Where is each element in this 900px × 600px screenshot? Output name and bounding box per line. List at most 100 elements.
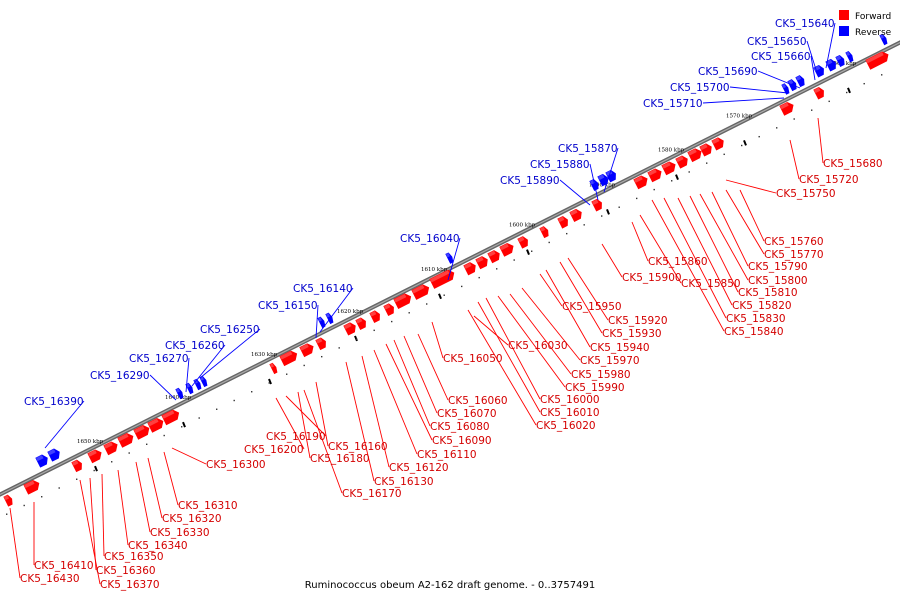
forward-gene[interactable] bbox=[315, 337, 328, 351]
gene-label[interactable]: CK5_15880 bbox=[530, 159, 590, 171]
forward-gene[interactable] bbox=[161, 408, 181, 426]
forward-gene[interactable] bbox=[661, 160, 677, 176]
gene-label[interactable]: CK5_16080 bbox=[430, 421, 490, 433]
reverse-gene[interactable] bbox=[317, 316, 326, 329]
gene-label[interactable]: CK5_16030 bbox=[508, 340, 568, 352]
forward-gene[interactable] bbox=[279, 349, 299, 367]
forward-gene[interactable] bbox=[517, 235, 530, 249]
gene-label[interactable]: CK5_16350 bbox=[104, 551, 164, 563]
gene-label[interactable]: CK5_16200 bbox=[244, 444, 304, 456]
gene-label[interactable]: CK5_16120 bbox=[389, 462, 449, 474]
gene-label[interactable]: CK5_15800 bbox=[748, 275, 808, 287]
forward-gene[interactable] bbox=[383, 303, 396, 316]
forward-gene[interactable] bbox=[591, 198, 604, 212]
forward-gene[interactable] bbox=[269, 362, 278, 375]
gene-label[interactable]: CK5_16250 bbox=[200, 324, 260, 336]
forward-gene[interactable] bbox=[675, 155, 689, 169]
gene-label[interactable]: CK5_16130 bbox=[374, 476, 434, 488]
forward-gene[interactable] bbox=[355, 317, 368, 331]
forward-gene[interactable] bbox=[687, 147, 703, 163]
forward-gene[interactable] bbox=[475, 255, 489, 270]
gene-label[interactable]: CK5_15890 bbox=[500, 175, 560, 187]
gene-label[interactable]: CK5_15820 bbox=[732, 300, 792, 312]
gene-label[interactable]: CK5_15700 bbox=[670, 82, 730, 94]
gene-label[interactable]: CK5_15720 bbox=[799, 174, 859, 186]
forward-gene[interactable] bbox=[429, 268, 456, 289]
forward-gene[interactable] bbox=[487, 249, 501, 264]
forward-gene[interactable] bbox=[87, 448, 103, 464]
forward-gene[interactable] bbox=[3, 494, 14, 507]
forward-gene[interactable] bbox=[369, 310, 382, 324]
reverse-gene[interactable] bbox=[175, 387, 184, 400]
forward-gene[interactable] bbox=[299, 342, 315, 358]
gene-label[interactable]: CK5_16410 bbox=[34, 560, 94, 572]
reverse-gene[interactable] bbox=[35, 454, 49, 468]
gene-label[interactable]: CK5_15770 bbox=[764, 249, 824, 261]
forward-gene[interactable] bbox=[569, 208, 583, 223]
gene-label[interactable]: CK5_15830 bbox=[726, 313, 786, 325]
forward-gene[interactable] bbox=[23, 479, 41, 495]
gene-label[interactable]: CK5_16370 bbox=[100, 579, 160, 591]
gene-label[interactable]: CK5_16340 bbox=[128, 540, 188, 552]
forward-gene[interactable] bbox=[103, 440, 119, 456]
forward-gene[interactable] bbox=[411, 283, 431, 300]
reverse-gene[interactable] bbox=[445, 252, 454, 264]
forward-gene[interactable] bbox=[117, 432, 135, 448]
gene-label[interactable]: CK5_16140 bbox=[293, 283, 353, 295]
gene-label[interactable]: CK5_16070 bbox=[437, 408, 497, 420]
forward-gene[interactable] bbox=[865, 50, 890, 70]
gene-label[interactable]: CK5_15870 bbox=[558, 143, 618, 155]
gene-label[interactable]: CK5_16430 bbox=[20, 573, 80, 585]
forward-gene[interactable] bbox=[147, 417, 165, 433]
gene-label[interactable]: CK5_15790 bbox=[748, 261, 808, 273]
gene-label[interactable]: CK5_15760 bbox=[764, 236, 824, 248]
gene-label[interactable]: CK5_16300 bbox=[206, 459, 266, 471]
forward-gene[interactable] bbox=[711, 136, 725, 151]
gene-label[interactable]: CK5_16010 bbox=[540, 407, 600, 419]
gene-label[interactable]: CK5_16050 bbox=[443, 353, 503, 365]
gene-label[interactable]: CK5_16180 bbox=[310, 453, 370, 465]
gene-label[interactable]: CK5_15640 bbox=[775, 18, 835, 30]
gene-label[interactable]: CK5_15950 bbox=[562, 301, 622, 313]
reverse-gene[interactable] bbox=[47, 448, 61, 462]
forward-gene[interactable] bbox=[699, 142, 713, 157]
gene-label[interactable]: CK5_15850 bbox=[681, 278, 741, 290]
gene-label[interactable]: CK5_16290 bbox=[90, 370, 150, 382]
forward-gene[interactable] bbox=[133, 424, 151, 440]
gene-label[interactable]: CK5_16000 bbox=[540, 394, 600, 406]
gene-label[interactable]: CK5_16260 bbox=[165, 340, 225, 352]
gene-label[interactable]: CK5_15990 bbox=[565, 382, 625, 394]
forward-gene[interactable] bbox=[779, 101, 795, 116]
forward-gene[interactable] bbox=[633, 174, 649, 190]
gene-label[interactable]: CK5_15940 bbox=[590, 342, 650, 354]
gene-label[interactable]: CK5_16360 bbox=[96, 565, 156, 577]
gene-label[interactable]: CK5_16330 bbox=[150, 527, 210, 539]
reverse-gene[interactable] bbox=[325, 312, 334, 325]
forward-gene[interactable] bbox=[647, 167, 663, 183]
reverse-gene[interactable] bbox=[795, 75, 806, 88]
gene-label[interactable]: CK5_15810 bbox=[738, 287, 798, 299]
gene-label[interactable]: CK5_16020 bbox=[536, 420, 596, 432]
reverse-gene[interactable] bbox=[845, 50, 854, 63]
forward-gene[interactable] bbox=[813, 86, 826, 100]
gene-label[interactable]: CK5_16320 bbox=[162, 513, 222, 525]
gene-label[interactable]: CK5_16160 bbox=[328, 441, 388, 453]
gene-label[interactable]: CK5_15900 bbox=[622, 272, 682, 284]
gene-label[interactable]: CK5_16390 bbox=[24, 396, 84, 408]
gene-label[interactable]: CK5_16150 bbox=[258, 300, 318, 312]
gene-label[interactable]: CK5_15920 bbox=[608, 315, 668, 327]
forward-gene[interactable] bbox=[557, 215, 570, 229]
reverse-gene[interactable] bbox=[835, 54, 846, 67]
gene-label[interactable]: CK5_15710 bbox=[643, 98, 703, 110]
gene-label[interactable]: CK5_15980 bbox=[571, 369, 631, 381]
gene-label[interactable]: CK5_15840 bbox=[724, 326, 784, 338]
reverse-gene[interactable] bbox=[879, 33, 888, 46]
reverse-gene[interactable] bbox=[825, 58, 838, 72]
gene-label[interactable]: CK5_16170 bbox=[342, 488, 402, 500]
gene-label[interactable]: CK5_15660 bbox=[751, 51, 811, 63]
gene-label[interactable]: CK5_15970 bbox=[580, 355, 640, 367]
forward-gene[interactable] bbox=[343, 321, 357, 336]
gene-label[interactable]: CK5_15650 bbox=[747, 36, 807, 48]
reverse-gene[interactable] bbox=[193, 378, 202, 391]
reverse-gene[interactable] bbox=[813, 64, 826, 78]
